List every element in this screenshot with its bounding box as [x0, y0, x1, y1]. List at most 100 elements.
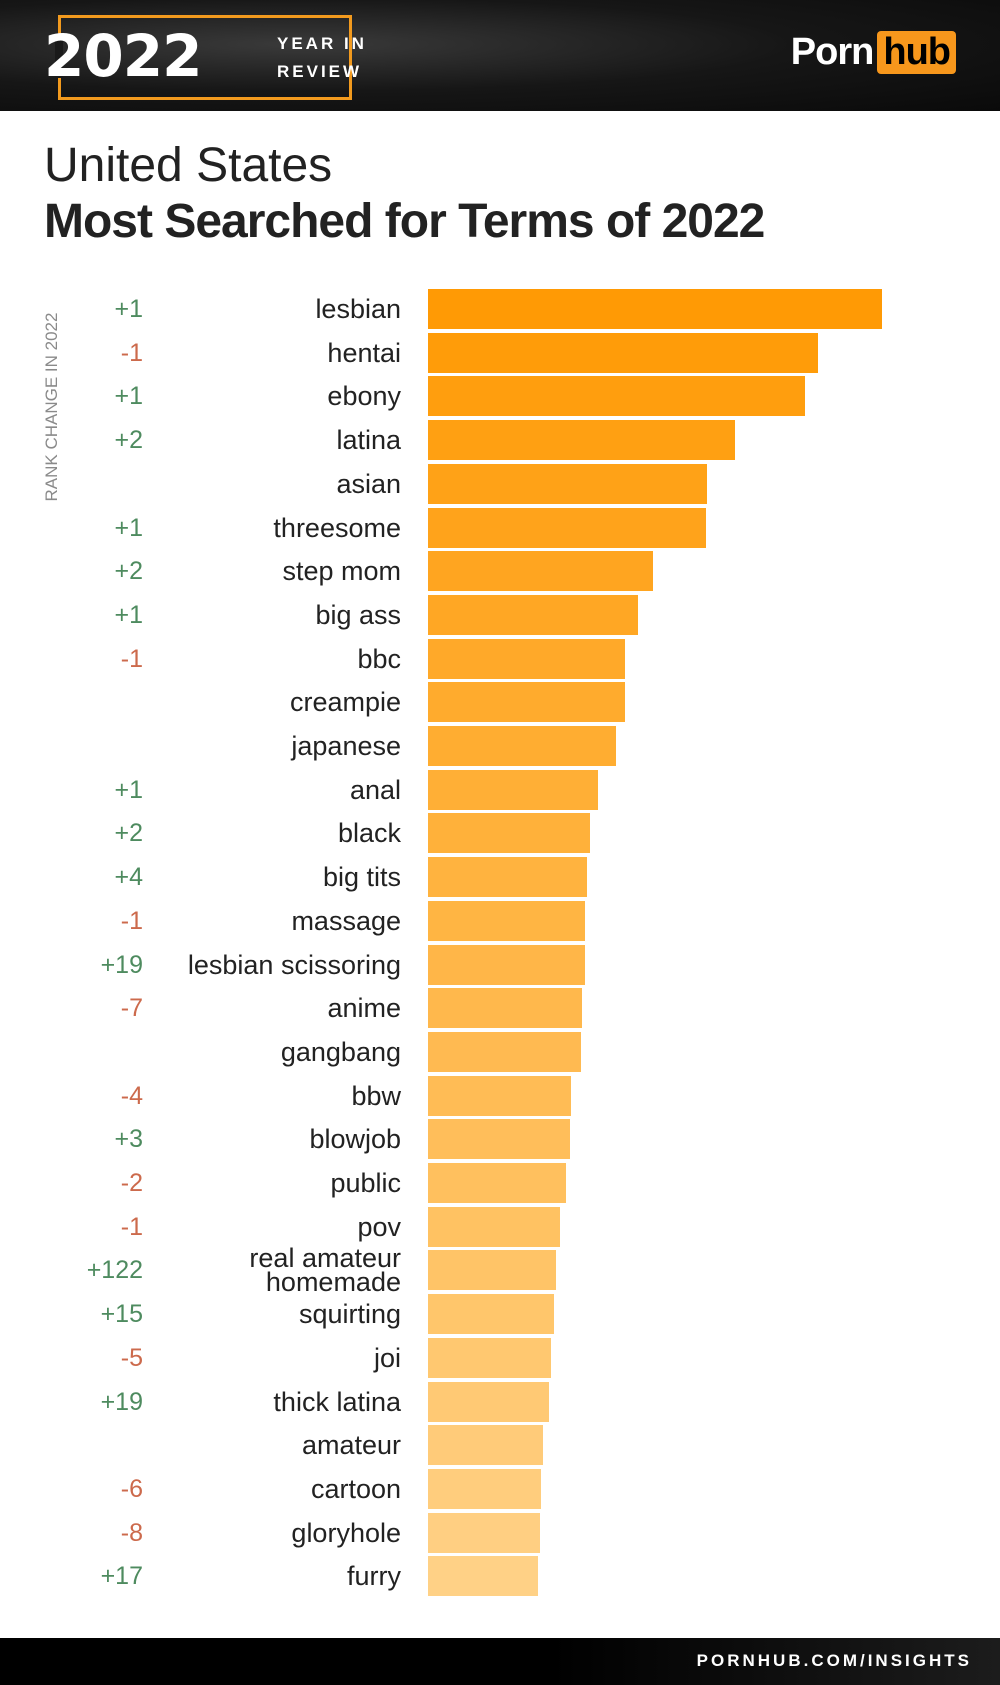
- bar-row: +122 real amateur homemade: [0, 1243, 1000, 1298]
- rank-change-label: +1: [114, 600, 143, 629]
- bar: [428, 1468, 541, 1509]
- category-label: joi: [373, 1342, 401, 1373]
- bar-row: +1 big ass: [0, 594, 1000, 635]
- bar-row: amateur: [0, 1425, 1000, 1466]
- bar: [428, 551, 654, 592]
- category-label: latina: [336, 425, 401, 456]
- bar-row: -1 hentai: [0, 332, 1000, 373]
- category-label: thick latina: [273, 1386, 401, 1417]
- bar: [428, 1425, 543, 1466]
- review-text: REVIEW: [277, 62, 363, 81]
- category-label: gloryhole: [291, 1517, 401, 1548]
- category-label: public: [330, 1168, 401, 1198]
- rank-change-label: +1: [114, 775, 143, 804]
- rank-change-label: +1: [114, 295, 143, 323]
- bar: [428, 376, 805, 417]
- bar: [428, 682, 625, 723]
- bar-row: +17 furry: [0, 1556, 1000, 1597]
- bar-row: +1 ebony: [0, 376, 1000, 417]
- bar: [428, 857, 587, 898]
- rank-change-label: -1: [120, 644, 143, 673]
- rank-change-label: -6: [120, 1474, 143, 1503]
- bar-row: -7 anime: [0, 988, 1000, 1029]
- category-label: amateur: [301, 1430, 401, 1461]
- bar: [428, 638, 626, 679]
- bar: [428, 507, 706, 548]
- chart-subtitle: United States: [44, 139, 333, 192]
- bar: [428, 1381, 550, 1422]
- rank-change-label: -8: [120, 1518, 143, 1547]
- bar-row: +2 latina: [0, 420, 1000, 461]
- rank-change-label: +2: [114, 426, 143, 455]
- category-label: threesome: [273, 512, 401, 543]
- rank-change-label: -7: [120, 994, 143, 1023]
- bar: [428, 1512, 540, 1553]
- bar-row: +1 threesome: [0, 507, 1000, 548]
- logo-part1: Porn: [790, 31, 875, 73]
- rank-change-label: +122: [86, 1256, 143, 1285]
- rank-change-label: +3: [114, 1125, 143, 1154]
- footer-url: PORNHUB.COM/INSIGHTS: [696, 1651, 972, 1670]
- bar: [428, 594, 639, 635]
- category-label: hentai: [327, 337, 401, 368]
- category-label: creampie: [289, 687, 401, 718]
- bar: [428, 988, 583, 1029]
- category-label: asian: [336, 468, 401, 499]
- bar: [428, 1250, 556, 1291]
- category-label: pov: [357, 1211, 401, 1242]
- logo-part2: hub: [877, 31, 956, 74]
- bar-row: -5 joi: [0, 1337, 1000, 1378]
- category-label: furry: [347, 1561, 401, 1592]
- bar-row: +19 lesbian scissoring: [0, 944, 1000, 985]
- category-label: big tits: [322, 862, 401, 893]
- category-label: anime: [327, 993, 401, 1024]
- category-label: anal: [349, 774, 401, 805]
- rank-change-label: -1: [120, 1212, 143, 1241]
- bar-row: -6 cartoon: [0, 1468, 1000, 1509]
- rank-change-label: +2: [114, 557, 143, 586]
- bar-row: +3 blowjob: [0, 1119, 1000, 1160]
- rank-change-label: +15: [100, 1300, 143, 1329]
- bar-row: creampie: [0, 682, 1000, 723]
- bar-row: +4 big tits: [0, 857, 1000, 898]
- bar-row: +1 lesbian: [0, 289, 1000, 329]
- category-label: lesbian: [315, 294, 401, 324]
- chart-title: Most Searched for Terms of 2022: [44, 195, 765, 248]
- year-in-review-label: YEAR IN REVIEW: [277, 30, 367, 86]
- rank-change-label: +4: [114, 863, 143, 892]
- category-label: squirting: [298, 1299, 401, 1330]
- category-label: big ass: [315, 599, 401, 630]
- year-frame: [55, 15, 352, 100]
- category-label: black: [337, 818, 401, 849]
- rank-change-label: +19: [100, 1387, 143, 1416]
- bar: [428, 1075, 571, 1116]
- bar: [428, 1206, 561, 1247]
- bar-row: -8 gloryhole: [0, 1512, 1000, 1553]
- rank-change-label: +1: [114, 382, 143, 411]
- rank-change-label: -1: [120, 338, 143, 367]
- rank-change-label: -4: [120, 1081, 143, 1110]
- category-label: step mom: [282, 556, 401, 587]
- bar: [428, 813, 591, 854]
- bar: [428, 1031, 582, 1072]
- rank-change-label: -2: [120, 1169, 143, 1197]
- year-in-text: YEAR IN: [277, 34, 367, 53]
- category-label: real amateur homemade: [249, 1243, 401, 1298]
- bar: [428, 1163, 566, 1203]
- rank-change-label: -1: [120, 906, 143, 935]
- bar: [428, 332, 819, 373]
- bar: [428, 944, 585, 985]
- bar: [428, 463, 708, 504]
- rank-change-label: +2: [114, 819, 143, 848]
- bar-row: -1 pov: [0, 1206, 1000, 1247]
- bar-row: -4 bbw: [0, 1075, 1000, 1116]
- category-label: massage: [291, 905, 401, 936]
- category-label: ebony: [327, 381, 401, 412]
- bar: [428, 420, 735, 461]
- year-number: 2022: [44, 22, 202, 90]
- category-label: blowjob: [309, 1124, 401, 1155]
- bar: [428, 1294, 554, 1335]
- rank-change-label: -5: [120, 1343, 143, 1372]
- bar-row: -1 bbc: [0, 638, 1000, 679]
- category-label: lesbian scissoring: [187, 949, 401, 980]
